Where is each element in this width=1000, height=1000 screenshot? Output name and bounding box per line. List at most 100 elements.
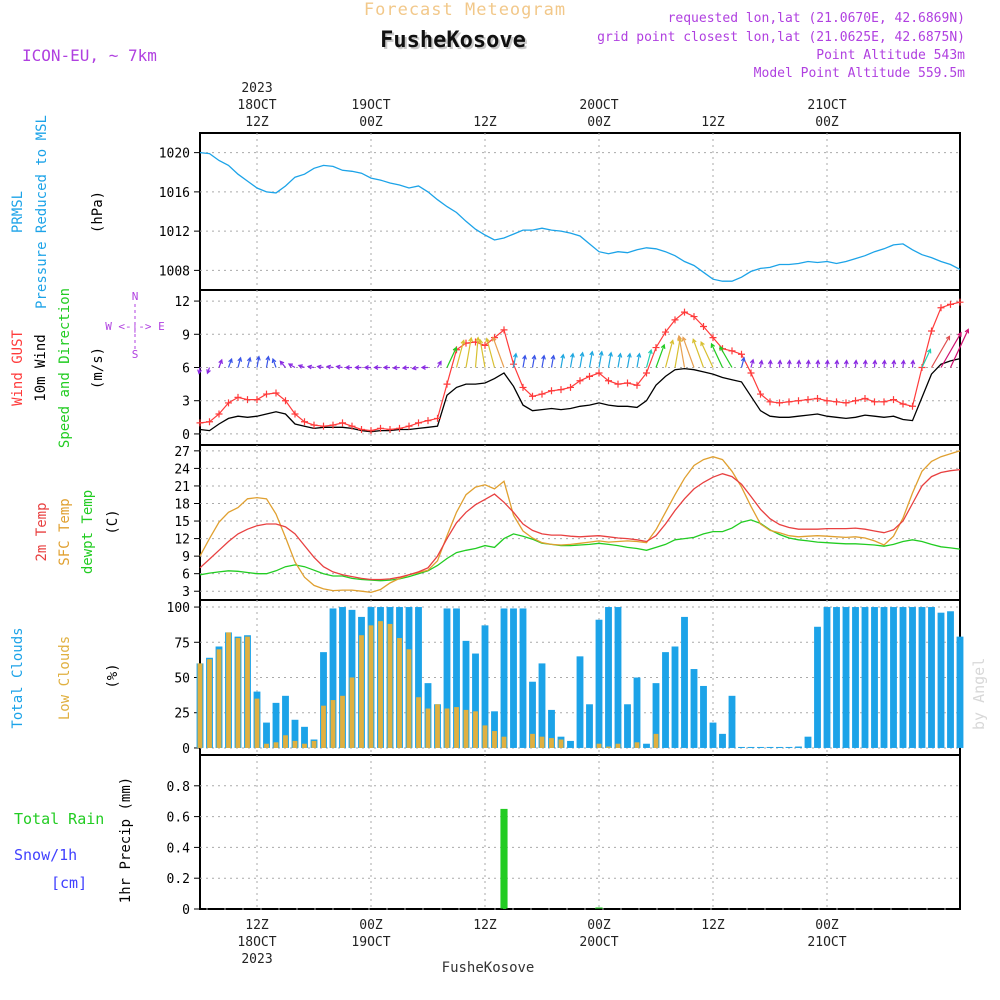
wind-direction-arrow <box>900 359 906 368</box>
low-cloud-bar <box>302 743 307 748</box>
wind-direction-arrow <box>805 359 811 368</box>
wind-direction-arrow <box>749 358 755 368</box>
wind-direction-arrow <box>710 342 724 368</box>
low-cloud-bar <box>473 711 478 748</box>
low-cloud-bar <box>596 743 602 748</box>
gust-marker <box>462 339 470 347</box>
total-cloud-bar <box>415 607 422 748</box>
y-tick-label: 15 <box>174 515 190 530</box>
gust-marker <box>738 350 745 358</box>
top-time-label: 19OCT <box>351 98 390 113</box>
wind-direction-arrow <box>930 335 951 368</box>
y-tick-label: 12 <box>174 295 190 310</box>
gust-marker <box>310 421 318 429</box>
bottom-time-label: 19OCT <box>351 935 390 950</box>
gust-marker <box>766 398 774 406</box>
gust-marker <box>434 414 441 422</box>
y-tick-label: 1012 <box>159 225 190 240</box>
total-cloud-bar <box>785 746 793 748</box>
wind-direction-arrow <box>862 359 868 368</box>
model-name: ICON-EU, ~ 7km <box>22 46 157 65</box>
total-cloud-bar <box>472 653 479 748</box>
gust-marker <box>405 422 413 430</box>
total-cloud-bar <box>453 608 460 748</box>
rain-bar <box>500 808 508 909</box>
wind-direction-arrow <box>306 364 315 370</box>
top-time-label: 2023 <box>241 81 272 96</box>
wind-direction-arrow <box>719 345 733 368</box>
gust-marker <box>548 387 555 395</box>
low-cloud-bar <box>387 623 393 748</box>
gust-marker <box>282 397 289 405</box>
wind-direction-arrow <box>411 365 419 371</box>
low-cloud-bar <box>292 740 298 748</box>
gust-marker <box>605 377 612 385</box>
low-cloud-bar <box>197 663 203 748</box>
y-tick-label: 9 <box>182 328 190 343</box>
wind-direction-arrow <box>420 365 428 370</box>
low-cloud-bar <box>606 746 611 748</box>
wind-direction-arrow <box>692 338 705 368</box>
wind-direction-arrow <box>265 355 271 368</box>
gust-marker <box>234 393 242 401</box>
top-time-label: 12Z <box>701 115 725 130</box>
wind-direction-arrow <box>636 352 642 368</box>
total-cloud-bar <box>662 652 669 748</box>
gust-marker <box>671 316 679 324</box>
gust-marker <box>557 386 565 394</box>
low-cloud-bar <box>558 739 564 748</box>
wind-direction-arrow <box>354 365 362 370</box>
wind-direction-arrow <box>491 336 505 368</box>
low-cloud-bar <box>397 638 402 748</box>
total-cloud-bar <box>947 611 954 748</box>
gust-marker <box>367 427 375 435</box>
label-sfc-temp: SFC Temp <box>57 498 73 565</box>
gust-marker <box>348 422 356 430</box>
low-cloud-bar <box>463 709 469 748</box>
wind-direction-arrow <box>478 338 486 368</box>
label-pressure-msl: Pressure Reduced to MSL <box>34 115 50 309</box>
gust-marker <box>880 398 888 406</box>
gust-marker <box>377 424 384 432</box>
y-tick-label: 0 <box>182 428 190 443</box>
top-time-label: 00Z <box>815 115 839 130</box>
total-cloud-bar <box>918 607 926 748</box>
low-cloud-bar <box>359 635 364 748</box>
total-cloud-bar <box>738 746 745 748</box>
label-dewpt-temp: dewpt Temp <box>80 490 96 574</box>
top-time-label: 18OCT <box>237 98 276 113</box>
label-total-clouds: Total Clouds <box>10 627 26 728</box>
low-cloud-bar <box>264 743 269 748</box>
wind-direction-arrow <box>777 359 783 368</box>
wind-direction-arrow <box>626 352 632 368</box>
footer-location: FusheKosove <box>442 960 535 976</box>
gust-marker <box>662 328 669 336</box>
total-cloud-bar <box>462 640 470 748</box>
model-altitude: Model Point Altitude 559.5m <box>754 66 965 81</box>
low-cloud-bar <box>482 725 488 748</box>
total-cloud-bar <box>519 608 527 748</box>
label-speed-direction: Speed and Direction <box>57 288 73 448</box>
y-tick-label: 6 <box>182 568 190 583</box>
low-cloud-bar <box>653 733 659 748</box>
low-cloud-bar <box>435 704 440 748</box>
gust-marker <box>643 369 650 377</box>
low-cloud-bar <box>216 649 222 748</box>
top-time-label: 12Z <box>473 115 497 130</box>
location-title: FusheKosove <box>380 28 526 53</box>
wind-direction-arrow <box>522 354 527 368</box>
wind-direction-arrow <box>382 365 390 370</box>
y-tick-label: 24 <box>174 462 190 477</box>
gust-marker <box>538 390 546 398</box>
label-snow-unit: [cm] <box>51 874 87 892</box>
wind-direction-arrow <box>392 365 400 371</box>
wind-direction-arrow <box>645 348 653 368</box>
gust-marker <box>291 410 299 418</box>
gust-marker <box>709 334 717 342</box>
total-cloud-bar <box>852 607 859 748</box>
gust-marker <box>928 327 935 335</box>
wind-direction-arrow <box>579 351 585 368</box>
wind-direction-arrow <box>949 328 970 368</box>
wind-direction-arrow <box>455 339 466 368</box>
